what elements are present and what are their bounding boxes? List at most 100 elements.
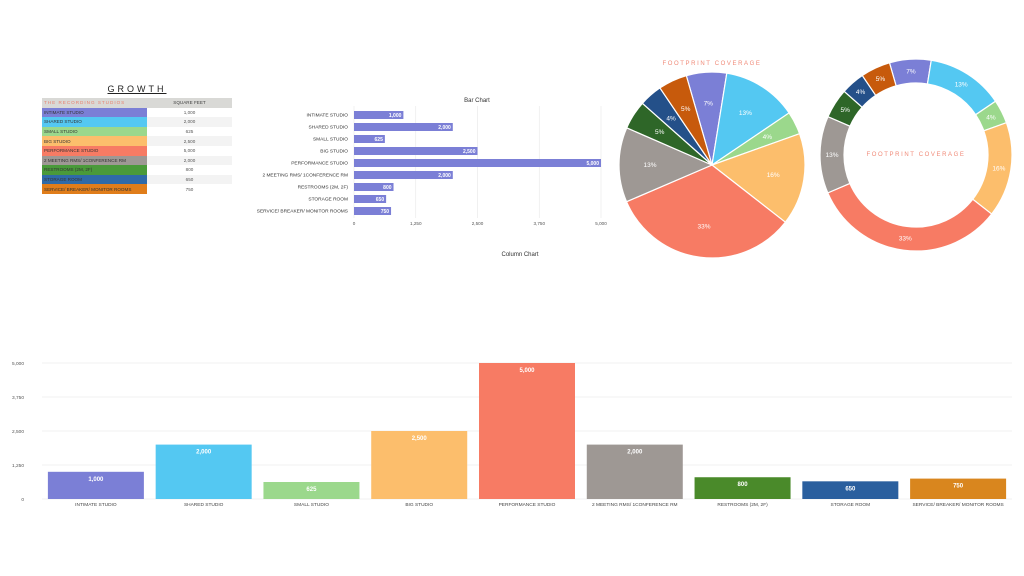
column-chart-tick-label: 0: [21, 497, 24, 503]
column-chart-bar: [910, 478, 1007, 499]
bar-chart-category-label: PERFORMANCE STUDIO: [291, 161, 348, 167]
table-row-name: STORAGE ROOM: [42, 174, 147, 185]
donut-chart-slice-label: 33%: [899, 236, 912, 243]
bar-chart-category-label: BIG STUDIO: [320, 149, 348, 155]
table-row: STORAGE ROOM 650: [42, 174, 232, 185]
bar-chart-data-label: 750: [381, 209, 390, 215]
column-chart-bar: [479, 363, 575, 499]
table-row-name: 2 MEETING RMS/ 1CONFERENCE RM: [42, 155, 147, 166]
pie-chart-slice-label: 16%: [767, 172, 780, 179]
table-row-name: SHARED STUDIO: [42, 117, 147, 127]
pie-chart-slice: [625, 164, 787, 259]
donut-chart-title: FOOTPRINT COVERAGE: [866, 152, 965, 158]
bar-chart-data-label: 2,500: [463, 149, 476, 155]
column-chart-category-label: SMALL STUDIO: [294, 502, 329, 508]
column-chart-tick-label: 5,000: [12, 361, 24, 367]
table-header-row: THE RECORDING STUDIOS SQUARE FEET: [42, 98, 232, 108]
pie-chart-slice-label: 13%: [739, 110, 752, 117]
donut-chart-slice-label: 16%: [992, 166, 1005, 173]
table-row-value: 750: [185, 186, 194, 192]
column-chart-bar: [263, 482, 360, 499]
bar-chart-category-label: SHARED STUDIO: [309, 125, 349, 131]
column-chart-data-label: 1,000: [88, 477, 104, 483]
column-chart-bar: [47, 471, 144, 499]
table-row: SMALL STUDIO 625: [42, 126, 232, 137]
table-row-name: SERVICE/ BREAKER/ MONITOR ROOMS: [42, 184, 147, 194]
column-chart-data-label: 650: [845, 486, 856, 492]
bar-chart-category-label: 2 MEETING RMS/ 1CONFERENCE RM: [262, 173, 348, 179]
table-row-name: SMALL STUDIO: [42, 126, 147, 137]
bar-chart-tick-label: 2,500: [472, 221, 484, 226]
bar-chart-category-label: STORAGE ROOM: [308, 197, 348, 203]
table-row-value: 625: [185, 129, 194, 135]
bar-chart-data-label: 625: [375, 137, 384, 143]
bar-chart-bar: [354, 183, 394, 191]
column-chart-bar: [694, 477, 791, 499]
column-chart-category-label: RESTROOMS (2M, 2F): [717, 502, 768, 508]
table-row: BIG STUDIO 2,500: [42, 136, 232, 146]
table-header-name: THE RECORDING STUDIOS: [42, 98, 147, 108]
donut-chart-slice: [861, 61, 897, 97]
bar-chart-title: Bar Chart: [464, 98, 490, 104]
column-chart-category-label: PERFORMANCE STUDIO: [499, 502, 556, 508]
table-row-name: BIG STUDIO: [42, 136, 147, 146]
bar-chart-data-label: 2,000: [438, 173, 451, 179]
pie-chart-slice: [659, 74, 713, 166]
column-chart-tick-label: 3,750: [12, 395, 24, 401]
column-chart-title: Column Chart: [501, 252, 538, 258]
bar-chart-bar: [354, 135, 385, 143]
bar-chart-category-label: SERVICE/ BREAKER/ MONITOR ROOMS: [257, 209, 348, 215]
bar-chart-data-label: 5,000: [586, 161, 599, 167]
pie-chart-slice-label: 33%: [698, 224, 711, 231]
column-chart-data-label: 2,000: [627, 450, 643, 456]
bar-chart-data-label: 1,000: [389, 113, 402, 119]
pie-chart-slice-label: 5%: [681, 106, 691, 113]
pie-chart-slice-label: 7%: [704, 100, 714, 107]
bar-chart-tick-label: 3,750: [534, 221, 546, 226]
column-chart-category-label: 2 MEETING RMS/ 1CONFERENCE RM: [592, 502, 678, 508]
table-row-value: 1,000: [183, 109, 196, 115]
pie-chart-slice: [618, 127, 714, 203]
column-chart-category-label: SERVICE/ BREAKER/ MONITOR ROOMS: [912, 502, 1003, 508]
pie-chart-slice: [710, 132, 806, 224]
table-title: GROWTH: [107, 84, 167, 94]
table-row-name: PERFORMANCE STUDIO: [42, 145, 147, 156]
pie-chart-title: FOOTPRINT COVERAGE: [662, 61, 761, 67]
table-row: INTIMATE STUDIO 1,000: [42, 107, 232, 118]
table-row: PERFORMANCE STUDIO 5,000: [42, 145, 232, 156]
table-row: 2 MEETING RMS/ 1CONFERENCE RM 2,000: [42, 155, 232, 166]
column-chart-category-label: SHARED STUDIO: [184, 502, 224, 508]
bar-chart-data-label: 650: [376, 197, 385, 203]
column-chart-category-label: BIG STUDIO: [405, 502, 433, 508]
table-row-name: INTIMATE STUDIO: [42, 107, 147, 118]
pie-chart-slice: [711, 72, 790, 167]
pie-chart-slice-label: 5%: [655, 129, 665, 136]
bar-chart-data-label: 800: [383, 185, 392, 191]
table-row-name: RESTROOMS (2M, 2F): [42, 165, 147, 175]
bar-chart-tick-label: 0: [353, 221, 356, 226]
bar-chart-bar: [354, 207, 392, 215]
table-header-value: SQUARE FEET: [147, 98, 232, 108]
bar-chart-bar: [354, 147, 478, 155]
pie-chart-slice-label: 13%: [643, 162, 656, 169]
column-chart-data-label: 5,000: [519, 368, 535, 374]
column-chart-bar: [371, 431, 468, 499]
donut-chart-slice-label: 4%: [986, 114, 996, 121]
bar-chart-bar: [354, 195, 387, 203]
column-chart-data-label: 2,000: [196, 450, 212, 456]
bar-chart-bar: [354, 159, 601, 167]
pie-chart-slice-label: 4%: [666, 116, 676, 123]
bar-chart-tick-label: 1,250: [410, 221, 422, 226]
column-chart-data-label: 800: [738, 482, 749, 488]
column-chart-category-label: STORAGE ROOM: [831, 502, 871, 508]
column-chart-data-label: 2,500: [412, 436, 428, 442]
pie-chart-slice-label: 4%: [763, 134, 773, 141]
donut-chart-slice-label: 13%: [955, 81, 968, 88]
bar-chart-bar: [354, 123, 453, 131]
table-row-value: 800: [185, 167, 194, 173]
table-row: SERVICE/ BREAKER/ MONITOR ROOMS 750: [42, 184, 232, 194]
donut-chart-slice-label: 5%: [840, 107, 850, 114]
donut-chart-slice-label: 5%: [876, 76, 886, 83]
column-chart-bar: [155, 444, 252, 499]
